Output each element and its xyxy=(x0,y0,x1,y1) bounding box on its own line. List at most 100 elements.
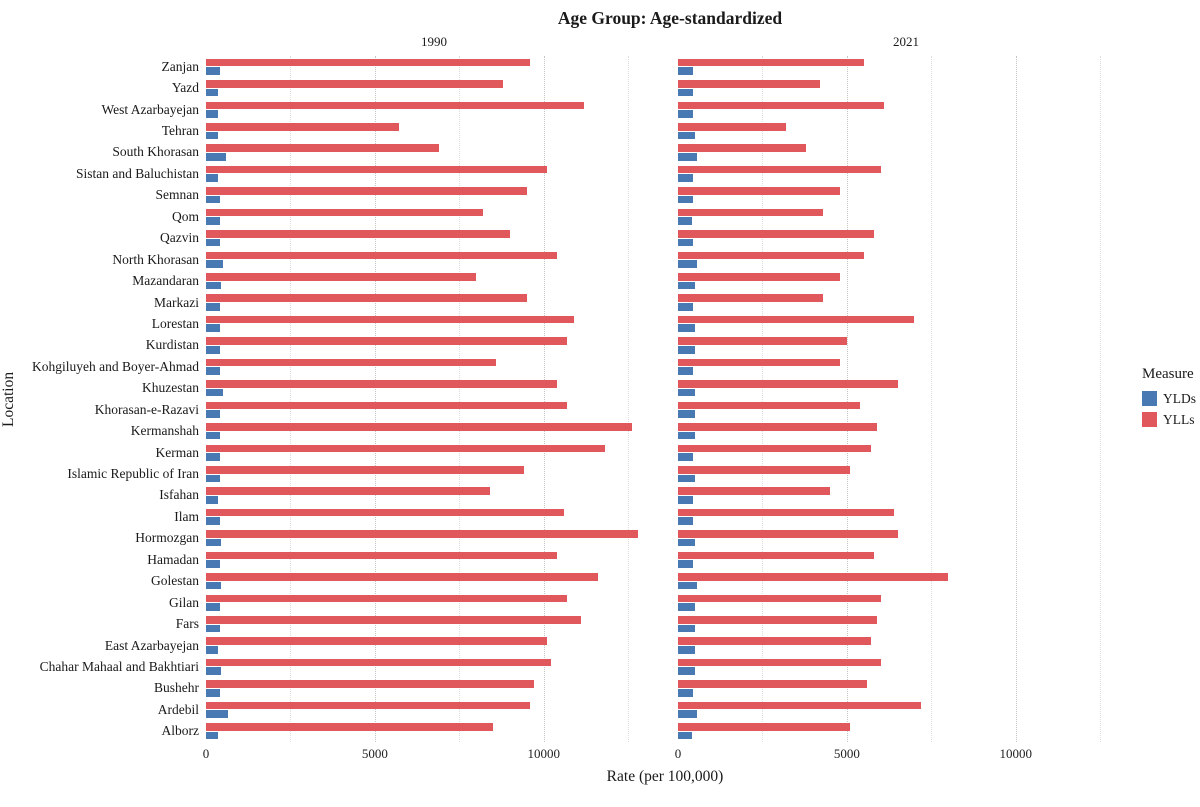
bar-ylds xyxy=(678,431,695,440)
bar-ylls xyxy=(678,251,864,260)
gridline xyxy=(290,56,292,742)
bar-ylds xyxy=(678,88,694,97)
bar-ylds xyxy=(206,345,220,354)
facet-label-2021: 2021 xyxy=(893,34,919,49)
bar-ylls xyxy=(678,723,851,731)
bar-ylls xyxy=(678,530,898,538)
bar-row xyxy=(678,77,1134,98)
bar-ylls xyxy=(678,658,881,667)
legend-label-ylds: YLDs xyxy=(1163,390,1196,406)
bar-ylds xyxy=(206,646,218,654)
y-axis-title: Location xyxy=(0,371,17,427)
legend-label-ylls: YLLs xyxy=(1163,411,1195,427)
bar-ylds xyxy=(678,195,694,204)
bar-ylds xyxy=(678,303,694,311)
bar-ylds xyxy=(206,581,222,590)
category-label: North Khorasan xyxy=(112,251,199,267)
category-label: Kurdistan xyxy=(145,337,199,353)
bar-row xyxy=(206,120,662,141)
bar-ylls xyxy=(206,723,494,731)
bar-row xyxy=(206,228,662,249)
category-label: Zanjan xyxy=(161,58,199,74)
bar-row xyxy=(206,249,662,270)
category-label: Kermanshah xyxy=(130,423,199,439)
bar-ylls xyxy=(678,401,861,410)
bar-ylls xyxy=(206,637,548,646)
bar-ylls xyxy=(678,487,830,495)
bar-ylls xyxy=(678,680,868,688)
category-label: Mazandaran xyxy=(132,273,199,289)
ylls-swatch xyxy=(1142,412,1157,427)
bar-ylds xyxy=(206,667,222,676)
bar-row xyxy=(678,506,1134,527)
bar-ylls xyxy=(678,187,841,195)
bar-row xyxy=(678,442,1134,463)
bar-ylls xyxy=(678,380,898,388)
bar-ylds xyxy=(206,152,227,161)
bar-row xyxy=(206,463,662,484)
bar-ylds xyxy=(206,281,222,290)
category-label: East Azarbayejan xyxy=(104,637,199,653)
bar-ylds xyxy=(678,367,694,375)
bar-row xyxy=(206,378,662,399)
bar-row xyxy=(678,313,1134,334)
bar-ylds xyxy=(206,410,220,418)
bar-row xyxy=(206,420,662,441)
bar-ylls xyxy=(206,444,605,453)
bar-row xyxy=(206,678,662,699)
bar-ylds xyxy=(206,67,220,75)
bar-ylls xyxy=(678,701,922,710)
bar-row xyxy=(678,206,1134,227)
bar-ylls xyxy=(206,680,534,688)
x-tick-label: 0 xyxy=(202,746,210,761)
bar-ylls xyxy=(678,551,874,560)
bar-row xyxy=(678,399,1134,420)
bar-ylls xyxy=(206,401,568,410)
category-label: Ardebil xyxy=(157,701,199,717)
bar-ylls xyxy=(206,573,598,581)
bar-ylls xyxy=(678,144,807,152)
bar-row xyxy=(206,528,662,549)
bar-ylls xyxy=(206,616,581,624)
chart-title: Age Group: Age-standardized xyxy=(557,8,783,28)
bar-ylds xyxy=(206,538,222,547)
bar-row xyxy=(206,399,662,420)
bar-ylds xyxy=(206,303,220,311)
bar-row xyxy=(678,571,1134,592)
bar-ylds xyxy=(206,217,220,225)
bar-ylds xyxy=(206,131,218,140)
bar-row xyxy=(206,635,662,656)
bar-ylls xyxy=(206,101,585,110)
bar-ylls xyxy=(678,273,841,281)
bar-ylds xyxy=(206,560,220,568)
x-tick-label: 5000 xyxy=(361,746,388,761)
bar-ylds xyxy=(206,174,218,182)
category-label: Golestan xyxy=(151,573,199,589)
bar-row xyxy=(678,592,1134,613)
bar-ylls xyxy=(206,230,510,238)
bar-row xyxy=(206,356,662,377)
gridline xyxy=(931,56,933,742)
gridline xyxy=(459,56,461,742)
category-label: Kerman xyxy=(155,444,199,460)
bar-ylds xyxy=(678,110,694,118)
bar-ylds xyxy=(678,388,695,397)
ylds-swatch xyxy=(1142,391,1157,406)
bar-ylls xyxy=(206,58,531,67)
bar-ylds xyxy=(678,131,695,140)
category-label: Sistan and Baluchistan xyxy=(76,165,199,181)
facet-panel-2021: 2021 0 5000 10000 xyxy=(675,34,1134,761)
bar-row xyxy=(678,678,1134,699)
bar-row xyxy=(678,249,1134,270)
category-label: Bushehr xyxy=(154,680,199,696)
bar-ylds xyxy=(678,67,694,75)
category-label: Khorasan-e-Razavi xyxy=(94,401,199,417)
legend-title: Measure xyxy=(1142,365,1194,382)
category-label: Semnan xyxy=(155,187,200,203)
bar-row xyxy=(678,528,1134,549)
bar-ylds xyxy=(206,110,218,118)
bar-row xyxy=(678,56,1134,77)
bar-row xyxy=(678,292,1134,313)
bar-ylds xyxy=(206,195,220,204)
bar-ylls xyxy=(206,530,639,538)
